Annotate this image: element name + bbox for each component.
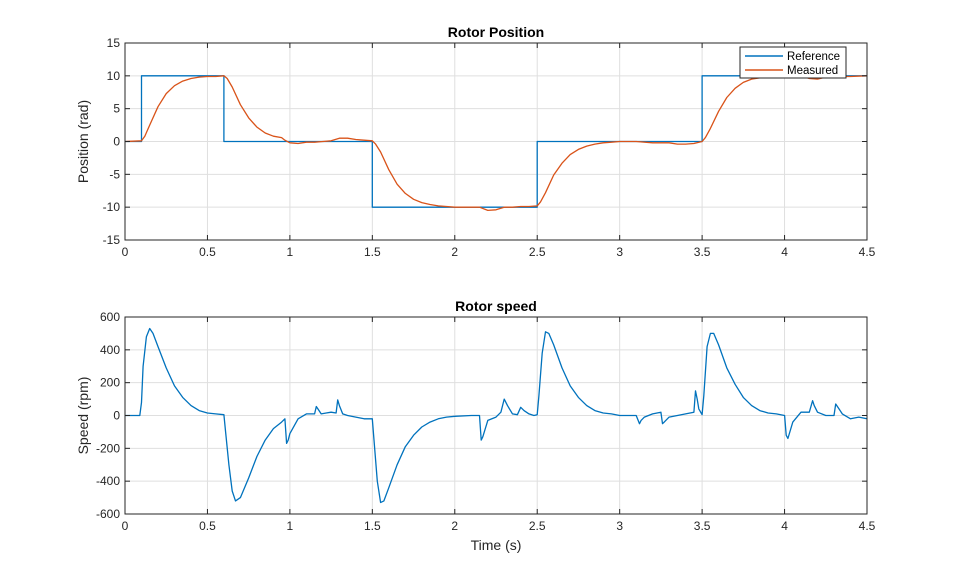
rotor-position-ytick-label: 15 (107, 36, 121, 50)
rotor-speed-xtick-label: 1 (287, 519, 294, 533)
rotor-speed-xlabel: Time (s) (471, 537, 522, 553)
rotor-speed-xtick-label: 0 (122, 519, 129, 533)
rotor-position-measured-line (124, 75, 868, 212)
rotor-speed-ytick-label: 200 (100, 376, 120, 390)
rotor-position-xtick-label: 4.5 (859, 245, 876, 259)
rotor-position-ytick-label: -15 (103, 233, 121, 247)
rotor-speed-xtick-label: 2.5 (529, 519, 546, 533)
rotor-speed-xtick-label: 1.5 (364, 519, 381, 533)
rotor-position-ytick-label: 0 (113, 135, 120, 149)
rotor-speed-speed-line (125, 327, 868, 504)
rotor-speed-ylabel: Speed (rpm) (75, 377, 91, 455)
rotor-position-ytick-label: 10 (107, 69, 121, 83)
rotor-position-legend-label-measured: Measured (787, 65, 838, 77)
rotor-position-ylabel: Position (rad) (75, 100, 91, 183)
rotor-position-xtick-label: 3.5 (694, 245, 711, 259)
rotor-position-reference-line (125, 75, 867, 208)
rotor-position-xtick-label: 0.5 (199, 245, 216, 259)
rotor-speed-ytick-label: 0 (113, 409, 120, 423)
rotor-position-legend-label-reference: Reference (787, 51, 840, 63)
rotor-position-legend-box (739, 46, 847, 79)
rotor-speed-ytick-label: -600 (96, 507, 120, 521)
rotor-position-legend: Reference Measured (739, 46, 847, 79)
rotor-position-xtick-label: 2 (451, 245, 458, 259)
rotor-speed-ytick-label: 600 (100, 310, 120, 324)
rotor-speed-xtick-label: 3.5 (694, 519, 711, 533)
rotor-speed-ytick-label: -200 (96, 441, 120, 455)
rotor-position-xtick-label: 4 (781, 245, 788, 259)
rotor-position-ytick-label: -5 (109, 167, 120, 181)
rotor-speed-ytick-label: -400 (96, 474, 120, 488)
rotor-speed-xtick-label: 0.5 (199, 519, 216, 533)
rotor-position-xtick-label: 0 (122, 245, 129, 259)
rotor-position-xtick-label: 1 (287, 245, 294, 259)
rotor-position-ytick-label: -10 (103, 200, 121, 214)
rotor-speed-title: Rotor speed (455, 298, 537, 314)
rotor-position-title: Rotor Position (448, 24, 544, 40)
rotor-position-ytick-label: 5 (113, 102, 120, 116)
rotor-speed-xtick-label: 4 (781, 519, 788, 533)
rotor-position-xtick-label: 3 (616, 245, 623, 259)
rotor-position-axes: 0 0.5 1 1.5 2 2.5 3 3.5 4 4.5 -15 -10 -5 0 5 10 15 Rotor … (75, 24, 876, 259)
rotor-speed-ytick-label: 400 (100, 343, 120, 357)
rotor-speed-xtick-label: 3 (616, 519, 623, 533)
rotor-speed-axes: 0 0.5 1 1.5 2 2.5 3 3.5 4 4.5 -600 -400 -200 0 200 400 6… (75, 298, 876, 553)
rotor-speed-xtick-label: 2 (451, 519, 458, 533)
rotor-position-xtick-label: 1.5 (364, 245, 381, 259)
rotor-speed-xtick-label: 4.5 (859, 519, 876, 533)
rotor-position-xtick-label: 2.5 (529, 245, 546, 259)
